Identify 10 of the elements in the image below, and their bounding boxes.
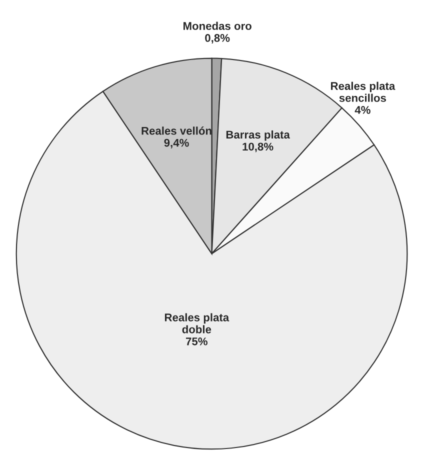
data-label: 75% <box>186 337 208 346</box>
slice-label: Barras plata <box>226 130 290 141</box>
slice-label: Reales vellón <box>142 126 212 135</box>
slice-label: Reales plata sencillos <box>331 82 396 102</box>
data-label: 10,8% <box>242 142 274 152</box>
data-label: 9,4% <box>164 138 189 148</box>
slice-label: Monedas oro <box>184 22 252 30</box>
data-label: 4% <box>354 106 370 114</box>
data-label: 0,8% <box>205 34 230 44</box>
slice-label: Reales plata doble <box>164 313 230 334</box>
